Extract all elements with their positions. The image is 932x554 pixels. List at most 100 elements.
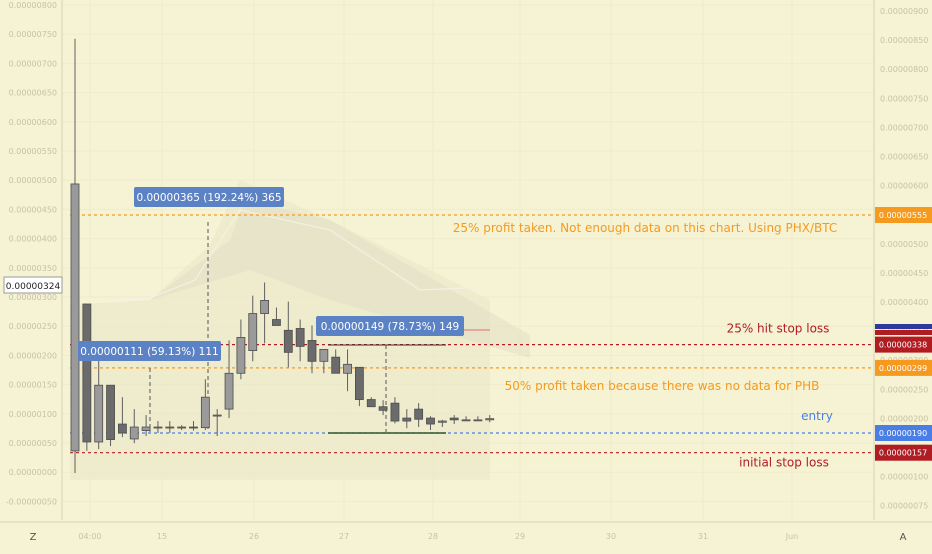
candle-body: [295, 328, 305, 347]
candle-body: [366, 399, 376, 408]
candle-body: [307, 340, 317, 362]
left-axis-tick: 0.00000000: [9, 468, 57, 477]
measure-tag-text: 0.00000365 (192.24%) 365: [136, 192, 281, 204]
candle-body: [272, 319, 281, 326]
candle-body: [343, 363, 352, 374]
level-price-tag: [875, 444, 932, 461]
level-notes: 25% profit taken. Not enough data on thi…: [453, 221, 838, 470]
candle-body: [437, 420, 447, 423]
measure-tag: [316, 316, 464, 336]
left-axis-tick: 0.00000450: [9, 205, 57, 214]
measure-tag: [134, 187, 284, 207]
price-levels: [70, 214, 874, 454]
measure-tag-text: 0.00000149 (78.73%) 149: [321, 321, 459, 333]
left-axis-tick: 0.00000750: [9, 30, 57, 39]
candle-body: [70, 183, 80, 452]
level-price-tag-text: 0.00000299: [879, 364, 927, 373]
left-axis-tick: 0.00000600: [9, 118, 57, 127]
right-axis-tick: 0.00000750: [880, 94, 928, 103]
level-note: 25% profit taken. Not enough data on thi…: [453, 221, 838, 235]
left-axis-tick: 0.00000350: [9, 264, 57, 273]
right-axis-tick: 0.00000100: [880, 473, 928, 482]
left-axis-tick: 0.00000800: [9, 1, 57, 10]
level-price-tag: [875, 359, 932, 376]
level-price-tag-text: 0.00000157: [879, 449, 927, 458]
level-stub: [875, 330, 932, 335]
level-price-tag-text: 0.00000555: [879, 211, 927, 220]
right-axis-tick: 0.00000075: [880, 502, 928, 511]
right-axis-tick: 0.00000500: [880, 240, 928, 249]
candle-body: [94, 384, 104, 443]
candles: [70, 38, 495, 474]
candle-body: [106, 384, 115, 440]
candle-body: [153, 426, 163, 429]
left-price-label-box: [3, 276, 63, 294]
candle-body: [354, 366, 364, 400]
right-axis-tick: 0.00000200: [880, 414, 928, 423]
candle-body: [165, 426, 175, 429]
time-axis-tick: 15: [157, 532, 167, 541]
measure-tag-text: 0.00000111 (59.13%) 111: [80, 346, 218, 358]
left-price-label: 0.00000324: [6, 282, 61, 292]
level-price-tag-text: 0.00000338: [879, 341, 927, 350]
scale-mode-auto[interactable]: A: [900, 532, 907, 543]
level-note: 25% hit stop loss: [727, 322, 830, 336]
level-price-tag: [875, 336, 932, 353]
right-axis-tick: 0.00000800: [880, 65, 928, 74]
time-axis-tick: 26: [249, 532, 259, 541]
level-note: entry: [801, 409, 833, 423]
time-axis[interactable]: 04:00 15 26 27 28 29 30 31 Jun: [78, 532, 798, 541]
candle-body: [236, 337, 246, 374]
left-axis-tick: 0.00000700: [9, 59, 57, 68]
candle-body: [200, 396, 210, 429]
candle-body: [248, 313, 258, 351]
left-axis-tick: 0.00000150: [9, 381, 57, 390]
left-axis-tick: 0.00000550: [9, 147, 57, 156]
level-price-tag: [875, 425, 932, 441]
right-axis-tick: 0.00000700: [880, 123, 928, 132]
level-stub: [875, 324, 932, 329]
level-note: 50% profit taken because there was no da…: [505, 379, 820, 393]
annotation-tags: 0.00000111 (59.13%) 111 0.00000365 (192.2…: [78, 187, 464, 361]
time-axis-tick: 04:00: [78, 532, 101, 541]
measure-tag: [78, 341, 221, 361]
candle-body: [331, 356, 341, 374]
candle-body: [141, 426, 151, 432]
scale-mode-left[interactable]: Z: [30, 532, 37, 543]
right-axis-tick: 0.00000450: [880, 269, 928, 278]
candle-body: [177, 426, 187, 429]
left-axis-tick: 0.00000050: [9, 439, 57, 448]
left-axis-tick: 0.00000200: [9, 351, 57, 360]
left-axis-tick: 0.00000250: [9, 322, 57, 331]
time-axis-tick: 28: [428, 532, 438, 541]
left-axis-tick: 0.00000100: [9, 410, 57, 419]
right-axis-tick: 0.00000850: [880, 36, 928, 45]
time-axis-tick: 31: [698, 532, 708, 541]
candle-body: [449, 417, 459, 421]
candle-body: [129, 426, 139, 440]
band-edge: [69, 209, 491, 301]
candle-body: [212, 414, 222, 417]
left-axis-tick: 0.00000500: [9, 176, 57, 185]
candle-body: [224, 372, 234, 410]
candle-body: [402, 417, 412, 422]
time-axis-tick: Jun: [785, 532, 799, 541]
left-axis-tick: 0.00000650: [9, 89, 57, 98]
candle-body: [390, 402, 400, 422]
level-price-tag: [875, 207, 932, 223]
candle-body: [473, 419, 483, 422]
time-axis-tick: 27: [339, 532, 349, 541]
left-price-axis[interactable]: 0.00000800 0.00000750 0.00000700 0.00000650…: [6, 1, 57, 506]
candle-body: [260, 300, 270, 314]
candle-body: [283, 329, 293, 353]
candle-body: [378, 406, 388, 411]
time-axis-tick: 29: [515, 532, 525, 541]
right-axis-tick: 0.00000250: [880, 385, 928, 394]
right-axis-tick: 0.00000400: [880, 298, 928, 307]
right-axis-tick: 0.00000650: [880, 153, 928, 162]
level-price-tag-text: 0.00000190: [879, 429, 927, 438]
right-axis-tick: 0.00000900: [880, 7, 928, 16]
candle-body: [319, 348, 329, 362]
